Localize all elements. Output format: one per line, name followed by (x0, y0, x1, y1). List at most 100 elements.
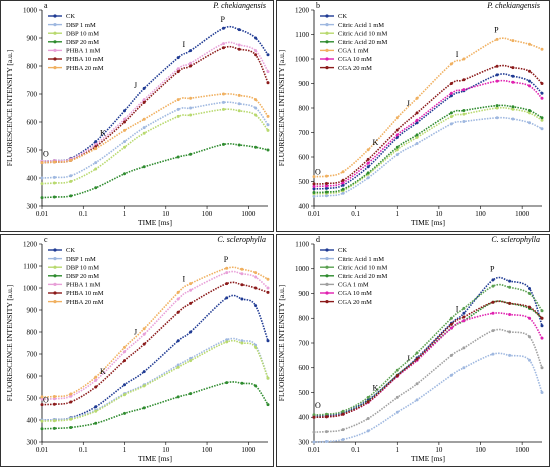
legend-entry: Citric Acid 20 mM (338, 273, 388, 280)
species-label: C. sclerophylla (491, 235, 540, 244)
y-tick-label: 700 (27, 350, 38, 358)
data-point (528, 111, 531, 115)
phase-label: O (43, 149, 49, 158)
data-point (189, 64, 193, 68)
data-point (511, 105, 515, 109)
panel-letter: c (44, 235, 48, 244)
y-tick-label: 900 (299, 290, 310, 298)
legend-entry: PHBA 1 mM (66, 48, 101, 55)
data-point (312, 440, 316, 444)
data-point (123, 117, 126, 121)
data-point (254, 275, 258, 279)
data-point (395, 116, 399, 120)
legend-marker (53, 66, 57, 70)
data-point (142, 98, 146, 102)
data-point (52, 426, 56, 430)
species-label: C. sclerophylla (217, 235, 266, 244)
x-tick-label: 0.1 (351, 446, 360, 454)
data-point (528, 335, 531, 339)
legend-entry: CGA 1 mM (338, 282, 369, 289)
data-point (123, 109, 126, 113)
data-point (325, 186, 328, 190)
data-point (415, 121, 419, 125)
data-point (176, 98, 180, 102)
data-point (94, 140, 98, 144)
data-point (189, 113, 193, 117)
phase-label: O (315, 401, 321, 410)
data-point (449, 115, 453, 119)
data-point (69, 174, 73, 178)
data-point (312, 182, 316, 186)
data-point (366, 148, 370, 152)
legend-marker (53, 14, 57, 18)
data-point (415, 118, 419, 122)
data-point (325, 194, 328, 198)
series-line (313, 328, 543, 433)
data-point (254, 384, 258, 388)
phase-label: I (456, 50, 459, 59)
data-point (237, 109, 241, 113)
x-axis-label: TIME [ms] (138, 218, 172, 227)
data-point (69, 417, 73, 421)
y-axis-label: FLUORESCENCE INTENSITY [a.u.] (277, 50, 286, 166)
series-line (41, 339, 269, 422)
series-line (41, 281, 269, 406)
data-point (341, 438, 345, 441)
data-point (508, 330, 512, 334)
legend-entry: PHBA 20 mM (66, 65, 104, 72)
y-tick-label: 300 (27, 202, 38, 210)
data-point (40, 176, 44, 180)
x-tick-label: 1 (396, 446, 400, 454)
data-point (69, 158, 73, 162)
data-point (511, 80, 515, 84)
data-point (528, 84, 531, 88)
phase-label: O (43, 396, 49, 405)
data-point (495, 106, 499, 110)
data-point (540, 47, 544, 51)
data-point (511, 74, 515, 78)
legend-marker (325, 274, 329, 278)
y-tick-label: 1100 (295, 240, 309, 248)
data-point (266, 290, 270, 294)
data-point (449, 122, 453, 126)
phase-label: P (494, 26, 499, 35)
data-point (237, 143, 241, 147)
phase-label: I (456, 304, 459, 313)
legend-marker (325, 300, 329, 304)
species-label: P. chekiangensis (486, 1, 540, 10)
series-line (41, 381, 269, 430)
legend-entry: DBP 1 mM (66, 256, 96, 263)
data-point (94, 405, 98, 409)
data-point (240, 267, 244, 271)
legend-marker (325, 31, 329, 35)
data-point (462, 306, 466, 310)
data-point (40, 419, 44, 423)
data-point (266, 339, 270, 343)
legend-marker (53, 57, 57, 61)
data-point (266, 277, 270, 281)
legend-marker (53, 257, 57, 261)
data-point (495, 104, 499, 108)
series-line (313, 300, 543, 419)
legend-entry: Citric Acid 1 mM (338, 22, 384, 29)
series-line (41, 337, 269, 421)
data-point (222, 42, 225, 46)
legend-entry: DBP 10 mM (66, 30, 99, 37)
data-point (415, 133, 419, 137)
panel-frame (0, 0, 274, 232)
legend-marker (53, 40, 57, 44)
data-point (462, 109, 466, 112)
y-tick-label: 600 (27, 118, 38, 126)
phase-label: J (407, 99, 410, 108)
y-tick-label: 1100 (23, 262, 37, 270)
x-tick-label: 100 (202, 210, 213, 218)
data-point (40, 196, 44, 200)
series-line (313, 64, 543, 185)
panel-d: 300 400 500 600 700 800 900 1000 1100 0.01 0.1 1 10 1… (276, 234, 550, 467)
x-tick-label: 100 (202, 446, 213, 454)
y-tick-label: 900 (27, 34, 38, 42)
y-tick-label: 1200 (23, 240, 38, 248)
phase-label: K (372, 384, 378, 393)
data-point (495, 64, 499, 68)
